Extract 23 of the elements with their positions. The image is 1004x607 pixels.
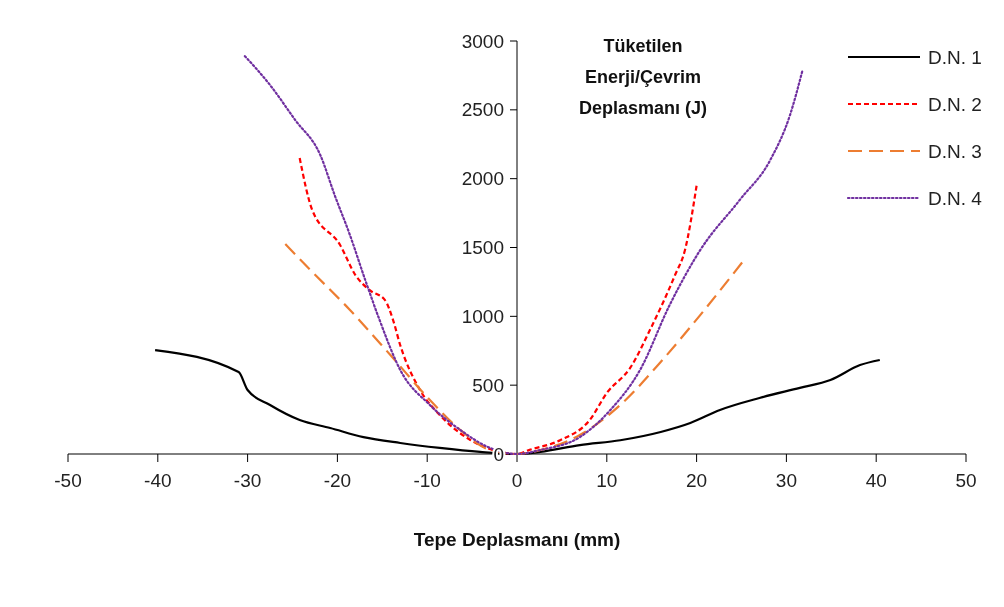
y-tick-label: 2500 (461, 99, 504, 121)
y-tick-label: 2000 (461, 168, 504, 190)
x-tick-label: 10 (596, 470, 618, 491)
x-tick-label: 30 (775, 470, 797, 491)
x-tick-label: -50 (54, 470, 82, 491)
x-tick-label: 40 (865, 470, 887, 491)
x-tick-label: 20 (686, 470, 708, 491)
x-tick-label: -30 (233, 470, 262, 491)
legend-label: D.N. 1 (928, 46, 982, 68)
legend-label: D.N. 2 (928, 93, 982, 115)
y-tick-label: 1000 (461, 305, 504, 327)
x-tick-label: -40 (144, 470, 172, 491)
x-tick-label: -20 (323, 470, 352, 491)
x-axis-title: Tepe Deplasmanı (mm) (413, 529, 621, 550)
x-tick-label: 50 (955, 470, 977, 491)
text: Tüketilen Enerji/Çevrim Deplasmanı (J) (578, 36, 708, 118)
y-tick-label: 3000 (461, 30, 504, 52)
legend-label: D.N. 4 (928, 187, 983, 209)
y-tick-label: 1500 (461, 237, 504, 259)
legend-label: D.N. 3 (928, 140, 982, 162)
x-tick-label: 0 (511, 470, 523, 491)
y-tick-label: 500 (472, 374, 504, 396)
x-tick-label: -10 (413, 470, 441, 491)
